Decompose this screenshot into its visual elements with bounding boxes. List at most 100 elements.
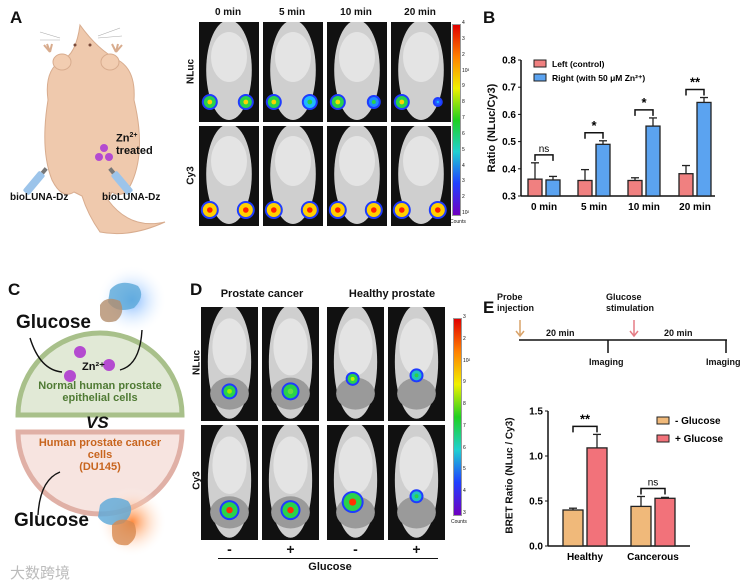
mouse-body-highlight [399, 436, 434, 494]
chart-b-significance-bracket [584, 132, 604, 139]
signal-spot-core [287, 506, 294, 514]
chart-b-bar [527, 178, 543, 197]
chart-b-legend-label: Right (with 50 μM Zn²⁺) [552, 73, 645, 83]
signal-spot-core [350, 376, 355, 381]
glucose-xlabel: Glucose [308, 561, 352, 573]
glucose-stimulation-label: Glucose stimulation [606, 292, 655, 313]
signal-spot-core [226, 506, 233, 514]
signal-spot-core [335, 207, 341, 213]
chart-b-significance-bracket [534, 154, 554, 161]
signal-spot-core [207, 207, 213, 213]
column-header: 20 min [404, 7, 436, 18]
a-colorbar-tick: 3 [462, 35, 465, 42]
d-colorbar-tick: 6 [463, 444, 466, 451]
zn-label: Zn²⁺ [82, 361, 105, 373]
a-colorbar-tick: 10³ [462, 67, 470, 74]
chart-b-significance-label: * [591, 118, 597, 133]
mouse-body-highlight [399, 318, 434, 376]
chart-e-y-tick-label: 1.0 [529, 452, 543, 463]
chart-e-bar [654, 497, 676, 547]
d-colorbar-tick: 4 [463, 488, 466, 495]
chart-b-bar [645, 125, 661, 197]
interval-1-label: 20 min [546, 328, 575, 338]
glucose-condition-label: + [412, 541, 421, 557]
vs-label: VS [86, 413, 109, 432]
a-colorbar-tick: 2 [462, 51, 465, 58]
mouse-illustration [23, 23, 166, 235]
interval-2-label: 20 min [664, 328, 693, 338]
probe-right-label: bioLUNA-Dz [102, 192, 161, 203]
mouse-body-highlight [211, 32, 247, 82]
d-colorbar-tick: 3 [463, 510, 466, 516]
panel-c-label: C [8, 280, 21, 299]
chart-e-x-tick-label: Healthy [567, 552, 604, 563]
normal-cell-shape [15, 330, 185, 418]
zinc-particles-icon [95, 144, 113, 161]
chart-e-legend-label: + Glucose [675, 434, 724, 445]
mouse-body-highlight [212, 436, 247, 494]
panel-d-label: D [190, 280, 203, 299]
signal-spot-core [271, 207, 277, 213]
a-colorbar-tick: 8 [462, 99, 465, 106]
glucose-condition-label: - [227, 541, 232, 557]
d-colorbar-tick: 8 [463, 401, 466, 408]
chart-e-bar [562, 509, 584, 547]
a-colorbar-tick: 10² [462, 210, 470, 216]
d-colorbar-tick: 7 [463, 422, 466, 429]
column-header: 10 min [340, 7, 372, 18]
mouse-body-highlight [275, 32, 311, 82]
chart-b-significance-label: ns [539, 144, 550, 155]
a-colorbar-tick: 9 [462, 83, 465, 90]
row-label: Cy3 [185, 166, 197, 185]
column-header: 5 min [278, 7, 306, 18]
imaging-1-label: Imaging [589, 357, 624, 367]
signal-spot-core [307, 99, 313, 105]
column-header: 0 min [214, 7, 242, 18]
a-colorbar-tick: 5 [462, 146, 465, 153]
chart-e-y-tick-label: 0.5 [529, 497, 543, 508]
chart-b-y-tick-label: 0.6 [502, 110, 516, 121]
chart-e-significance-label: ns [648, 478, 659, 489]
chart-b-y-tick-label: 0.7 [502, 83, 516, 94]
panel-b-label: B [483, 8, 496, 27]
mouse-body-highlight [273, 436, 308, 494]
chart-b-legend-label: Left (control) [552, 59, 605, 69]
panel-c-diagram [15, 265, 185, 557]
chart-b-bar [595, 143, 611, 197]
cy3-image [388, 425, 445, 540]
group-label-healthy: Healthy prostate [348, 288, 436, 300]
chart-e-y-tick-label: 1.5 [529, 407, 543, 418]
nluc-image [262, 307, 319, 421]
group-label-cancer: Prostate cancer [220, 288, 304, 300]
a-colorbar-tick: 7 [462, 115, 465, 121]
chart-b-legend-swatch [533, 73, 547, 82]
signal-spot-core [207, 99, 213, 105]
mouse-body-highlight [403, 136, 439, 186]
chart-e-y-tick-label: 0.0 [529, 542, 543, 553]
zn-treated-label: Zn2+ treated [116, 132, 153, 157]
cy3-image [327, 425, 384, 540]
signal-spot-core [271, 99, 277, 105]
chart-b-bar [696, 101, 712, 197]
chart-b-x-tick-label: 20 min [679, 202, 711, 213]
chart-e-bar [630, 505, 652, 547]
mouse-icon [39, 23, 166, 235]
cy3-image [263, 126, 323, 226]
cancer-cells-label: Human prostate cancer cells (DU145) [38, 437, 162, 473]
d-colorbar-tick: 10² [463, 357, 471, 364]
signal-spot-core [371, 100, 376, 104]
chart-b-bar [577, 179, 593, 197]
a-colorbar-tick: 4 [462, 20, 465, 26]
chart-b-y-tick-label: 0.8 [502, 56, 516, 67]
panel-e-label: E [483, 298, 495, 317]
cy3-image [327, 126, 387, 226]
arrow-icon [119, 329, 143, 371]
glucose-axis-line [218, 558, 438, 559]
signal-spot-core [436, 100, 439, 104]
chart-b-bar [678, 173, 694, 197]
normal-cells-label: Normal human prostate epithelial cells [38, 380, 162, 404]
probe-injection-label: Probe injection [497, 292, 535, 313]
chart-b-significance-bracket [634, 109, 654, 116]
glucose-condition-label: - [353, 541, 358, 557]
mouse-body-highlight [275, 136, 311, 186]
